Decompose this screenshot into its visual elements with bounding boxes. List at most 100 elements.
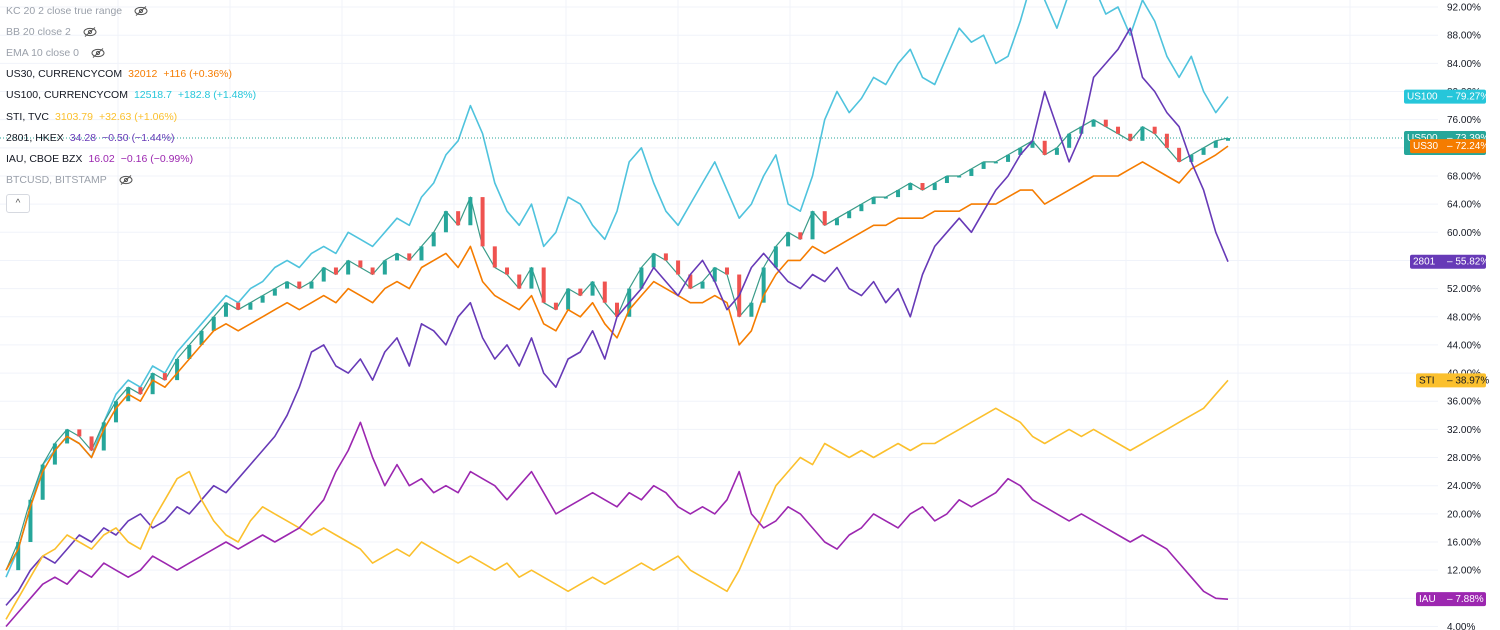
candle — [1164, 133, 1169, 148]
price-tag-name: US100 — [1407, 92, 1438, 103]
series-line-us100 — [5, 0, 1229, 578]
legend-value: 34.28 — [69, 131, 97, 144]
price-tag-name: US30 — [1413, 141, 1438, 152]
candle — [883, 197, 888, 199]
legend-row[interactable]: STI, TVC 3103.79 +32.63 (+1.06%) — [6, 106, 256, 127]
legend-symbol: BTCUSD, BITSTAMP — [6, 174, 107, 187]
legend-row[interactable]: IAU, CBOE BZX 16.02 −0.16 (−0.99%) — [6, 148, 256, 169]
candle — [480, 197, 485, 247]
candle — [981, 161, 986, 169]
candle — [834, 218, 839, 226]
candle — [969, 168, 974, 176]
candle — [199, 330, 204, 345]
candle — [1226, 138, 1230, 141]
candle — [16, 542, 21, 571]
legend-symbol: US100, CURRENCYCOM — [6, 89, 128, 102]
eye-hidden-icon[interactable] — [91, 48, 105, 58]
candle — [700, 281, 705, 289]
y-tick-label: 84.00% — [1447, 59, 1481, 70]
legend-value: 16.02 — [88, 152, 115, 165]
price-tag-bg — [1404, 89, 1486, 104]
candle — [822, 211, 827, 226]
candle — [89, 436, 94, 451]
legend-symbol: 2801, HKEX — [6, 131, 64, 144]
candle — [175, 358, 180, 381]
legend-symbol: KC 20 2 close true range — [6, 4, 123, 17]
legend: KC 20 2 close true range BB 20 close 2 EMA… — [6, 0, 256, 213]
legend-row[interactable]: BTCUSD, BITSTAMP — [6, 170, 256, 191]
candle — [260, 295, 265, 303]
legend-row[interactable]: US100, CURRENCYCOM 12518.7 +182.8 (+1.48%) — [6, 85, 256, 106]
legend-row[interactable]: EMA 10 close 0 — [6, 42, 256, 63]
candle — [395, 253, 400, 261]
y-tick-label: 64.00% — [1447, 200, 1481, 211]
candle — [847, 211, 852, 219]
candle — [505, 267, 510, 275]
candle — [248, 302, 253, 310]
candle — [1054, 147, 1059, 155]
y-tick-label: 12.00% — [1447, 566, 1481, 577]
candle — [957, 175, 962, 178]
price-tag-bg — [1410, 139, 1486, 154]
candle — [676, 260, 681, 275]
legend-value: 32012 — [128, 68, 158, 81]
candle — [724, 267, 729, 275]
candle — [639, 267, 644, 289]
candle — [602, 281, 607, 303]
candle — [272, 288, 277, 296]
collapse-legend-button[interactable]: ^ — [6, 193, 30, 213]
price-tag-name: US500 — [1407, 133, 1438, 144]
candle — [663, 253, 668, 261]
eye-hidden-icon[interactable] — [134, 5, 148, 16]
candle — [77, 429, 82, 437]
candle — [553, 302, 558, 310]
price-tag-2801: 2801 – 55.82% — [1410, 254, 1489, 269]
candle — [1067, 133, 1072, 148]
price-tag-bg — [1410, 254, 1486, 269]
legend-row[interactable]: BB 20 close 2 — [6, 21, 256, 42]
candle — [541, 267, 546, 303]
legend-symbol: US30, CURRENCYCOM — [6, 68, 123, 81]
candle — [443, 211, 448, 233]
eye-hidden-icon[interactable] — [83, 26, 97, 37]
y-tick-label: 88.00% — [1447, 31, 1481, 42]
y-tick-label: 28.00% — [1447, 453, 1481, 464]
series-line-sti — [5, 379, 1229, 620]
legend-change: −0.16 (−0.99%) — [120, 152, 194, 165]
candle — [920, 183, 925, 191]
legend-change: −0.50 (−1.44%) — [102, 131, 175, 144]
candle — [773, 246, 778, 268]
price-tag-us100: US100 – 79.27% — [1404, 89, 1489, 104]
candle — [590, 281, 595, 296]
legend-symbol: STI, TVC — [6, 110, 49, 123]
candle — [28, 499, 33, 543]
y-tick-label: 36.00% — [1447, 397, 1481, 408]
candle — [419, 246, 424, 261]
candle — [786, 232, 791, 247]
price-axis[interactable]: 92.00%88.00%84.00%80.00%76.00%72.00%68.0… — [1447, 3, 1481, 630]
y-tick-label: 16.00% — [1447, 538, 1481, 549]
candle — [1201, 147, 1206, 155]
y-tick-label: 48.00% — [1447, 312, 1481, 323]
legend-row[interactable]: US30, CURRENCYCOM 32012 +116 (+0.36%) — [6, 64, 256, 85]
price-tag-name: IAU — [1419, 594, 1436, 605]
candle — [211, 316, 216, 331]
legend-row[interactable]: 2801, HKEX 34.28 −0.50 (−1.44%) — [6, 127, 256, 148]
candle — [651, 253, 656, 268]
candle — [615, 302, 619, 317]
candle — [1042, 140, 1047, 155]
candle — [896, 190, 901, 198]
candle — [1189, 154, 1194, 162]
candle — [285, 281, 290, 289]
legend-value: 12518.7 — [133, 89, 172, 102]
y-tick-label: 52.00% — [1447, 284, 1481, 295]
candle — [1177, 147, 1182, 162]
legend-row[interactable]: KC 20 2 close true range — [6, 0, 256, 21]
price-tag-value: – 38.97% — [1447, 375, 1489, 386]
candle — [810, 211, 815, 240]
eye-hidden-icon[interactable] — [119, 175, 133, 185]
candle — [1030, 140, 1035, 148]
price-tags: US100– 79.27%US500– 73.39%13:23:54US30– … — [1404, 89, 1489, 607]
